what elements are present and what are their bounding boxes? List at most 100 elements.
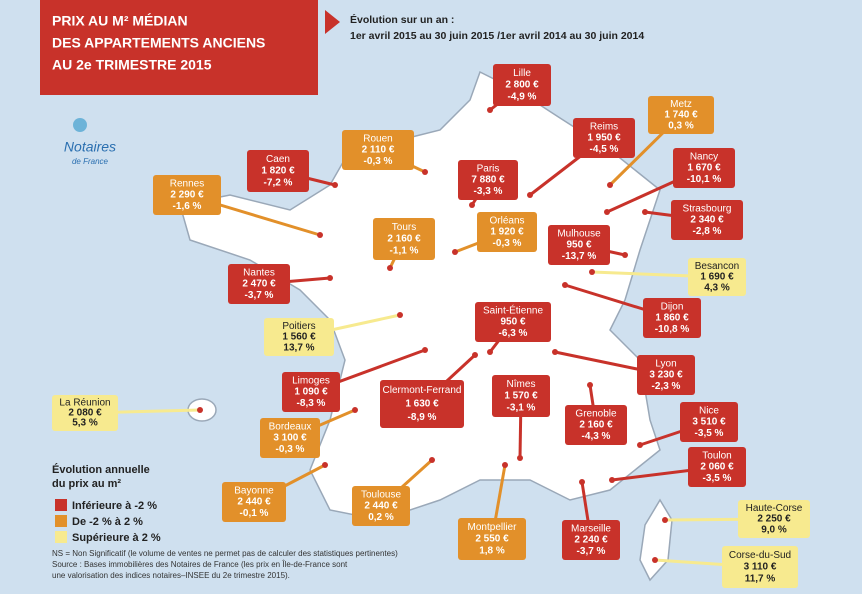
city-name: Montpellier <box>468 522 518 533</box>
city-box <box>492 375 550 417</box>
city-name: Lyon <box>655 358 676 369</box>
legend-label: De -2 % à 2 % <box>72 516 143 528</box>
city-name: Grenoble <box>575 408 617 419</box>
city-change: -13,7 % <box>562 251 597 262</box>
city-price: 1 740 € <box>664 110 698 121</box>
city-box <box>573 118 635 158</box>
city-box <box>493 64 551 106</box>
city-price: 950 € <box>566 240 591 251</box>
subtitle-line: Évolution sur un an : <box>350 13 454 26</box>
legend-swatch <box>55 499 67 511</box>
city-price: 2 470 € <box>242 279 276 290</box>
city-name: La Réunion <box>59 398 110 409</box>
city-dot <box>197 407 203 413</box>
city-dot <box>452 249 458 255</box>
city-name: Tours <box>392 222 416 233</box>
city-dot <box>502 462 508 468</box>
city-box <box>637 355 695 395</box>
city-price: 2 440 € <box>364 501 398 512</box>
city-dot <box>397 312 403 318</box>
city-price: 2 550 € <box>475 534 509 545</box>
city-dot <box>469 202 475 208</box>
city-name: Rouen <box>363 133 392 144</box>
city-change: -1,6 % <box>173 201 202 212</box>
city-name: Mulhouse <box>557 228 601 239</box>
city-name: Reims <box>590 121 618 132</box>
city-dot <box>487 107 493 113</box>
city-dot <box>609 477 615 483</box>
city-change: -0,1 % <box>240 508 269 519</box>
city-name: Nice <box>699 405 719 416</box>
title-box <box>40 0 318 95</box>
city-name: Toulouse <box>361 489 401 500</box>
city-dot <box>652 557 658 563</box>
city-change: -4,5 % <box>590 144 619 155</box>
city-dot <box>642 209 648 215</box>
city-change: -3,7 % <box>577 546 606 557</box>
city-box <box>562 520 620 560</box>
subtitle-line: 1er avril 2015 au 30 juin 2015 /1er avri… <box>350 30 644 42</box>
city-box <box>352 486 410 526</box>
city-box <box>52 395 118 431</box>
city-price: 2 080 € <box>68 408 102 419</box>
city-dot <box>637 442 643 448</box>
legend-label: Inférieure à -2 % <box>72 500 157 512</box>
city-name: Haute-Corse <box>746 503 803 514</box>
city-box <box>565 405 627 445</box>
legend: Évolution annuelle du prix au m² Inférieur… <box>52 463 161 544</box>
logo-tagline: de France <box>72 157 109 166</box>
city-price: 1 860 € <box>655 313 689 324</box>
city-change: -10,8 % <box>655 324 690 335</box>
city-price: 1 820 € <box>261 166 295 177</box>
city-change: -3,5 % <box>703 473 732 484</box>
city-box <box>228 264 290 304</box>
city-price: 2 290 € <box>170 190 204 201</box>
city-price: 1 570 € <box>504 391 538 402</box>
city-box <box>680 402 738 442</box>
title-line: DES APPARTEMENTS ANCIENS <box>52 35 265 51</box>
city-price: 2 340 € <box>690 215 724 226</box>
city-change: -10,1 % <box>687 174 722 185</box>
city-price: 1 630 € <box>405 399 439 410</box>
city-dot <box>527 192 533 198</box>
city-dot <box>587 382 593 388</box>
city-box <box>342 130 414 170</box>
city-name: Marseille <box>571 523 611 534</box>
city-change: -7,2 % <box>264 177 293 188</box>
city-dot <box>429 457 435 463</box>
note-line: une valorisation des indices notaires–IN… <box>52 571 290 580</box>
city-box <box>477 212 537 252</box>
city-name: Poitiers <box>282 321 315 332</box>
city-price: 1 920 € <box>490 227 524 238</box>
city-price: 3 110 € <box>744 562 777 573</box>
city-change: -2,3 % <box>652 381 681 392</box>
city-dot <box>352 407 358 413</box>
city-dot <box>332 182 338 188</box>
city-price: 2 250 € <box>757 514 791 525</box>
city-name: Saint-Étienne <box>483 303 543 316</box>
city-name: Toulon <box>702 450 731 461</box>
legend-title: Évolution annuelle <box>52 463 150 476</box>
title-line: PRIX AU M² MÉDIAN <box>52 13 188 29</box>
legend-title: du prix au m² <box>52 478 121 490</box>
city-price: 3 100 € <box>273 433 307 444</box>
city-name: Caen <box>266 154 290 165</box>
city-name: Limoges <box>292 375 330 386</box>
city-price: 2 160 € <box>387 234 421 245</box>
city-dot <box>422 169 428 175</box>
city-change: 4,3 % <box>704 282 730 293</box>
notes: NS = Non Significatif (le volume de vent… <box>52 549 398 580</box>
legend-swatch <box>55 531 67 543</box>
city-box <box>722 546 798 588</box>
city-name: Metz <box>670 99 692 110</box>
note-line: NS = Non Significatif (le volume de vent… <box>52 549 398 558</box>
city-dot <box>317 232 323 238</box>
city-dot <box>662 517 668 523</box>
subtitle-block: Évolution sur un an : 1er avril 2015 au 3… <box>350 13 644 42</box>
city-change: -3,7 % <box>245 290 274 301</box>
city-dot <box>552 349 558 355</box>
city-name: Bordeaux <box>269 421 312 432</box>
city-change: -2,8 % <box>693 226 722 237</box>
